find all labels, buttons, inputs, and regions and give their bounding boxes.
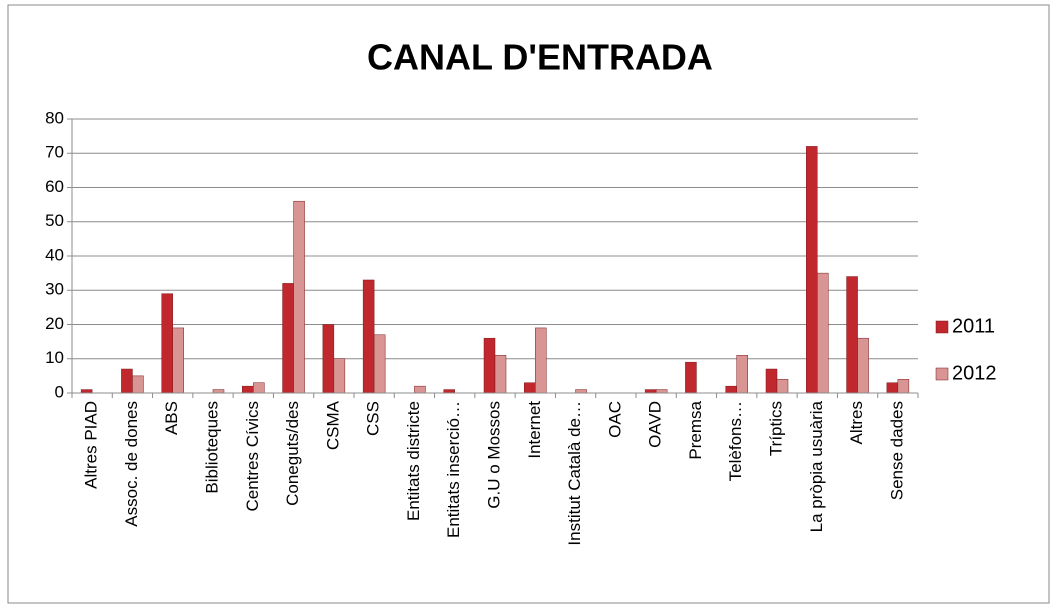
x-tick-label: Tríptics bbox=[766, 401, 785, 456]
bar bbox=[806, 146, 818, 394]
x-tick-label: Premsa bbox=[686, 400, 705, 459]
legend-swatch bbox=[935, 320, 949, 334]
y-tick-label: 0 bbox=[55, 382, 64, 401]
x-tick-label: G.U o Mossos bbox=[484, 401, 503, 509]
y-tick-label: 20 bbox=[45, 314, 64, 333]
y-tick-label: 60 bbox=[45, 177, 64, 196]
bar bbox=[736, 355, 748, 394]
x-tick-label: OAVD bbox=[646, 401, 665, 448]
x-tick-label: Biblioteques bbox=[202, 401, 221, 494]
bar bbox=[644, 389, 657, 394]
bar bbox=[253, 382, 265, 394]
legend-label: 2011 bbox=[952, 315, 995, 337]
bar bbox=[132, 375, 144, 394]
x-tick-label: Institut Català de… bbox=[565, 401, 584, 546]
bar bbox=[494, 355, 507, 394]
y-tick-label: 40 bbox=[45, 245, 64, 264]
bar bbox=[414, 385, 426, 394]
legend-swatch bbox=[935, 367, 949, 381]
x-tick-label: Internet bbox=[525, 401, 544, 459]
bar bbox=[282, 283, 294, 394]
bar bbox=[765, 368, 778, 394]
bar bbox=[322, 324, 335, 394]
x-tick-label: Altres bbox=[847, 401, 866, 444]
bar bbox=[524, 382, 536, 394]
bar bbox=[846, 276, 858, 394]
chart-title: CANAL D'ENTRADA bbox=[367, 37, 713, 78]
bar bbox=[443, 389, 455, 394]
x-tick-label: CSS bbox=[364, 401, 383, 436]
bar bbox=[483, 337, 496, 394]
x-tick-label: ABS bbox=[162, 401, 181, 435]
chart-border bbox=[7, 4, 1050, 604]
bar bbox=[776, 379, 789, 394]
x-tick-label: Assoc. de dones bbox=[122, 401, 141, 527]
x-tick-label: Centres Cívics bbox=[243, 401, 262, 512]
bar bbox=[817, 272, 829, 394]
bar bbox=[897, 379, 910, 394]
bar bbox=[172, 327, 184, 394]
bar bbox=[212, 389, 225, 394]
bar bbox=[333, 358, 346, 394]
y-tick-label: 80 bbox=[45, 108, 64, 127]
bar bbox=[725, 385, 737, 394]
bar bbox=[535, 327, 547, 394]
bar bbox=[362, 279, 375, 394]
x-tick-label: Entitats inserció… bbox=[444, 401, 463, 538]
bar bbox=[293, 200, 305, 394]
x-tick-label: OAC bbox=[605, 401, 624, 438]
bar bbox=[857, 337, 869, 394]
bar bbox=[373, 334, 386, 394]
x-tick-label: Entitats districte bbox=[404, 401, 423, 521]
bar bbox=[886, 382, 899, 394]
x-tick-label: Telèfons… bbox=[726, 401, 745, 481]
bar bbox=[655, 389, 668, 394]
x-tick-label: Altres PIAD bbox=[82, 401, 101, 489]
bar bbox=[575, 389, 587, 394]
bar bbox=[161, 293, 173, 394]
bar bbox=[242, 385, 254, 394]
bar bbox=[80, 389, 93, 394]
x-tick-label: Coneguts/des bbox=[283, 401, 302, 506]
x-tick-label: Sense dades bbox=[887, 401, 906, 500]
y-tick-label: 30 bbox=[45, 280, 64, 299]
legend-label: 2012 bbox=[952, 362, 997, 384]
y-tick-label: 50 bbox=[45, 211, 64, 230]
x-tick-label: CSMA bbox=[323, 400, 342, 450]
x-tick-label: La pròpia usuària bbox=[807, 400, 826, 532]
bar bbox=[121, 368, 133, 394]
y-tick-label: 70 bbox=[45, 143, 64, 162]
y-tick-label: 10 bbox=[45, 348, 64, 367]
bar bbox=[685, 361, 697, 394]
